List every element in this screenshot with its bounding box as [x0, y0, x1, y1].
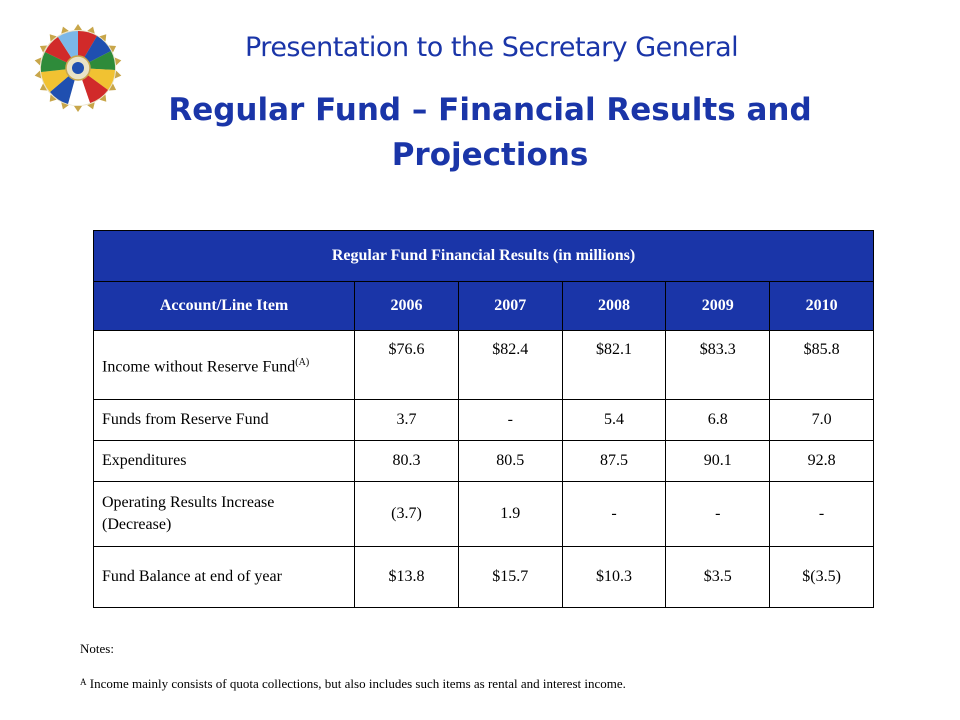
row-label: Fund Balance at end of year [92, 546, 356, 608]
slide-title: Regular Fund – Financial Results and Pro… [100, 88, 880, 178]
slide-title-line-2: Projections [391, 137, 589, 173]
column-header: Account/Line Item [92, 281, 356, 331]
slide-title-line-1: Regular Fund – Financial Results and [168, 92, 812, 128]
footnote: A Income mainly consists of quota collec… [80, 676, 626, 692]
table-title: Regular Fund Financial Results (in milli… [93, 230, 874, 282]
row-label: Expenditures [92, 440, 356, 482]
row-label: Funds from Reserve Fund [92, 399, 356, 441]
table-cell: 3.7 [354, 399, 459, 441]
table-cell: - [769, 481, 874, 547]
table-cell: 87.5 [561, 440, 667, 482]
table-cell: 1.9 [457, 481, 563, 547]
financial-results-table: Regular Fund Financial Results (in milli… [92, 230, 874, 608]
table-cell: (3.7) [354, 481, 459, 547]
table-row: Operating Results Increase (Decrease) (3… [92, 481, 874, 547]
table-cell: $3.5 [665, 546, 771, 608]
table-cell: 80.3 [354, 440, 459, 482]
table-cell: $82.1 [561, 330, 667, 400]
table-cell: 90.1 [665, 440, 771, 482]
table-cell: 7.0 [769, 399, 874, 441]
footnote-marker: A [80, 677, 87, 687]
column-header: 2007 [457, 281, 563, 331]
column-header: 2008 [561, 281, 667, 331]
presentation-title: Presentation to the Secretary General [245, 32, 739, 63]
table-header-row: Account/Line Item 2006 2007 2008 2009 20… [92, 281, 874, 331]
table-cell: $10.3 [561, 546, 667, 608]
table-cell: - [561, 481, 667, 547]
row-label: Income without Reserve Fund(A) [92, 330, 356, 400]
table-row: Fund Balance at end of year $13.8 $15.7 … [92, 546, 874, 608]
table-cell: 92.8 [769, 440, 874, 482]
table-cell: 5.4 [561, 399, 667, 441]
table-row: Expenditures 80.3 80.5 87.5 90.1 92.8 [92, 440, 874, 482]
column-header: 2010 [769, 281, 874, 331]
oas-emblem-icon [28, 22, 128, 114]
column-header: 2006 [354, 281, 459, 331]
table-row: Income without Reserve Fund(A) $76.6 $82… [92, 330, 874, 400]
table-cell: $85.8 [769, 330, 874, 400]
table-cell: $13.8 [354, 546, 459, 608]
table-cell: - [665, 481, 771, 547]
table-cell: - [457, 399, 563, 441]
row-label-text: Income without Reserve Fund [102, 358, 296, 376]
row-label: Operating Results Increase (Decrease) [92, 481, 356, 547]
notes-heading: Notes: [80, 641, 114, 656]
table-cell: $76.6 [354, 330, 459, 400]
table-cell: 80.5 [457, 440, 563, 482]
table-cell: $83.3 [665, 330, 771, 400]
table-cell: $82.4 [457, 330, 563, 400]
table-cell: $(3.5) [769, 546, 874, 608]
table-row: Funds from Reserve Fund 3.7 - 5.4 6.8 7.… [92, 399, 874, 441]
footnote-ref: (A) [295, 356, 310, 368]
table-cell: 6.8 [665, 399, 771, 441]
column-header: 2009 [665, 281, 771, 331]
footnote-text: Income mainly consists of quota collecti… [89, 676, 626, 691]
table-cell: $15.7 [457, 546, 563, 608]
